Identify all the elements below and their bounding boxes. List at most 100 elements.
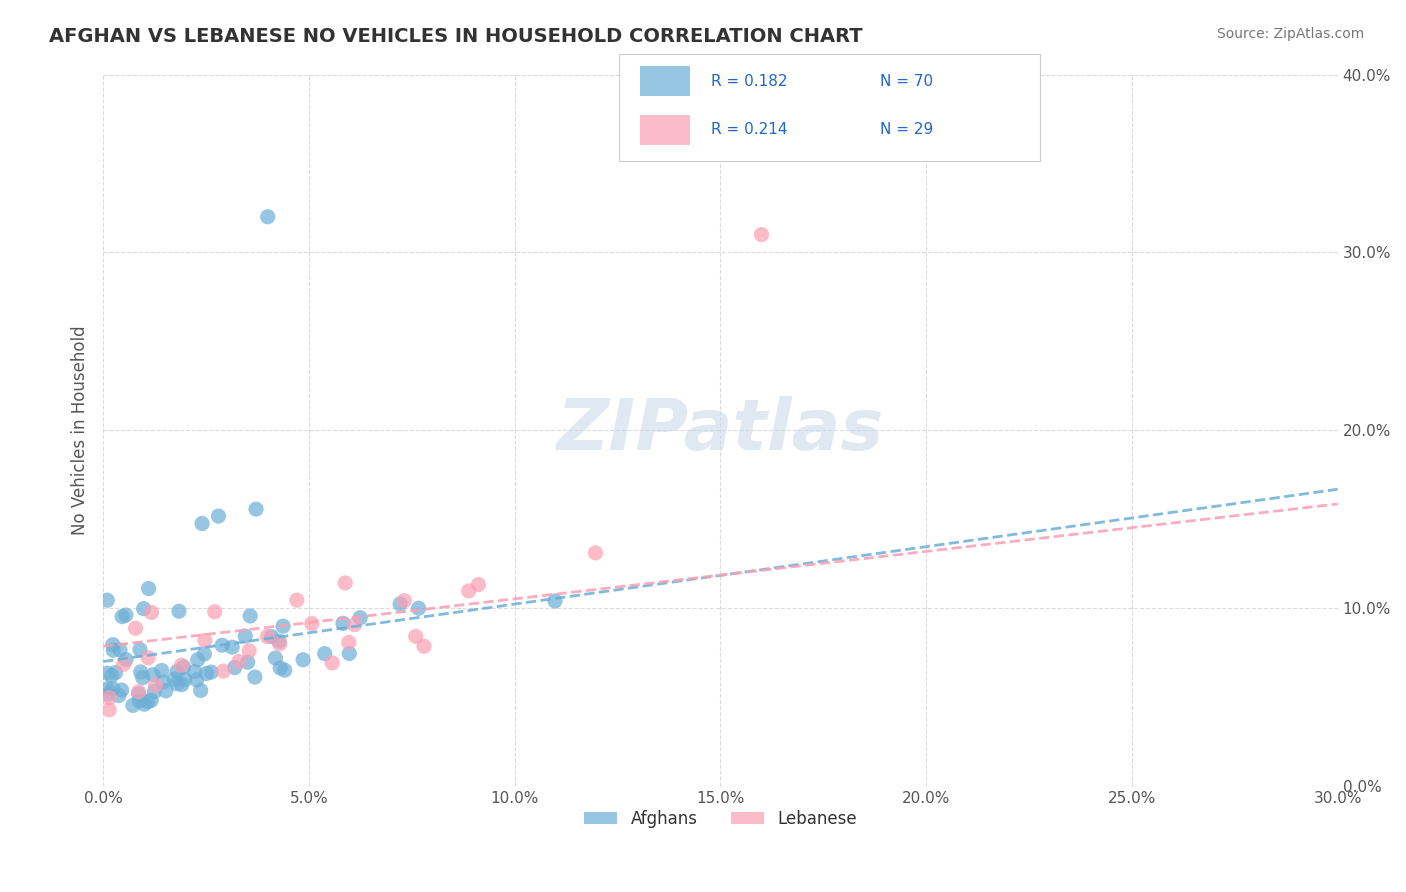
- Point: [97, 687, 120, 701]
- Legend: Afghans, Lebanese: Afghans, Lebanese: [576, 803, 863, 834]
- Text: ZIPatlas: ZIPatlas: [557, 396, 884, 465]
- Point: [150, 664, 173, 678]
- Point: [751, 227, 773, 242]
- Point: [332, 616, 354, 631]
- Point: [96, 593, 118, 607]
- Point: [207, 509, 229, 524]
- Point: [101, 638, 124, 652]
- Point: [124, 621, 146, 635]
- Point: [129, 665, 152, 679]
- Point: [138, 582, 160, 596]
- Point: [204, 605, 226, 619]
- Point: [122, 698, 145, 713]
- Point: [136, 695, 159, 709]
- Point: [163, 672, 186, 686]
- Point: [136, 650, 159, 665]
- Point: [238, 644, 260, 658]
- Point: [211, 638, 233, 652]
- Text: R = 0.214: R = 0.214: [711, 122, 787, 137]
- Point: [114, 608, 136, 623]
- Point: [112, 657, 135, 672]
- Point: [337, 647, 360, 661]
- Point: [96, 666, 118, 681]
- Point: [243, 670, 266, 684]
- Point: [212, 664, 235, 678]
- Point: [103, 643, 125, 657]
- Point: [128, 694, 150, 708]
- Point: [200, 665, 222, 679]
- Point: [349, 611, 371, 625]
- Point: [155, 683, 177, 698]
- Point: [143, 684, 166, 698]
- Point: [173, 673, 195, 687]
- Point: [170, 658, 193, 673]
- Point: [134, 698, 156, 712]
- Point: [142, 667, 165, 681]
- Point: [269, 634, 291, 648]
- Point: [194, 633, 217, 648]
- Point: [128, 685, 150, 699]
- Point: [145, 678, 167, 692]
- Point: [166, 676, 188, 690]
- Point: [111, 683, 134, 698]
- Point: [256, 210, 278, 224]
- Point: [273, 663, 295, 677]
- Point: [173, 660, 195, 674]
- Point: [111, 609, 134, 624]
- Point: [191, 516, 214, 531]
- Point: [343, 617, 366, 632]
- Point: [167, 604, 190, 618]
- Point: [224, 660, 246, 674]
- Point: [100, 668, 122, 682]
- Bar: [640, 66, 690, 96]
- Text: Source: ZipAtlas.com: Source: ZipAtlas.com: [1216, 27, 1364, 41]
- Point: [337, 635, 360, 649]
- Point: [239, 608, 262, 623]
- Point: [321, 656, 343, 670]
- Point: [394, 593, 416, 607]
- Point: [413, 639, 436, 653]
- Point: [141, 693, 163, 707]
- Point: [585, 546, 607, 560]
- Point: [187, 653, 209, 667]
- Point: [335, 576, 357, 591]
- Point: [104, 665, 127, 680]
- Text: N = 29: N = 29: [880, 122, 934, 137]
- Point: [405, 629, 427, 643]
- Point: [170, 678, 193, 692]
- Point: [101, 681, 124, 696]
- Point: [228, 655, 250, 669]
- Point: [96, 681, 118, 696]
- Point: [314, 647, 336, 661]
- Point: [190, 683, 212, 698]
- Bar: [640, 114, 690, 145]
- Point: [108, 689, 131, 703]
- Point: [457, 583, 479, 598]
- Point: [292, 653, 315, 667]
- Point: [193, 647, 215, 661]
- Point: [128, 687, 150, 701]
- Point: [269, 637, 291, 651]
- Point: [186, 673, 208, 687]
- Point: [285, 593, 308, 607]
- Point: [195, 666, 218, 681]
- Y-axis label: No Vehicles in Household: No Vehicles in Household: [72, 326, 89, 535]
- Point: [269, 661, 291, 675]
- Text: R = 0.182: R = 0.182: [711, 74, 787, 89]
- Point: [301, 616, 323, 631]
- Point: [184, 665, 207, 679]
- Point: [166, 665, 188, 679]
- Point: [152, 675, 174, 690]
- Point: [108, 643, 131, 657]
- Point: [233, 629, 256, 643]
- Point: [264, 651, 287, 665]
- Point: [544, 594, 567, 608]
- Point: [129, 642, 152, 657]
- Point: [221, 640, 243, 655]
- Point: [115, 652, 138, 666]
- Point: [260, 630, 283, 644]
- Point: [236, 655, 259, 669]
- Text: AFGHAN VS LEBANESE NO VEHICLES IN HOUSEHOLD CORRELATION CHART: AFGHAN VS LEBANESE NO VEHICLES IN HOUSEH…: [49, 27, 863, 45]
- Point: [98, 703, 121, 717]
- Point: [131, 671, 153, 685]
